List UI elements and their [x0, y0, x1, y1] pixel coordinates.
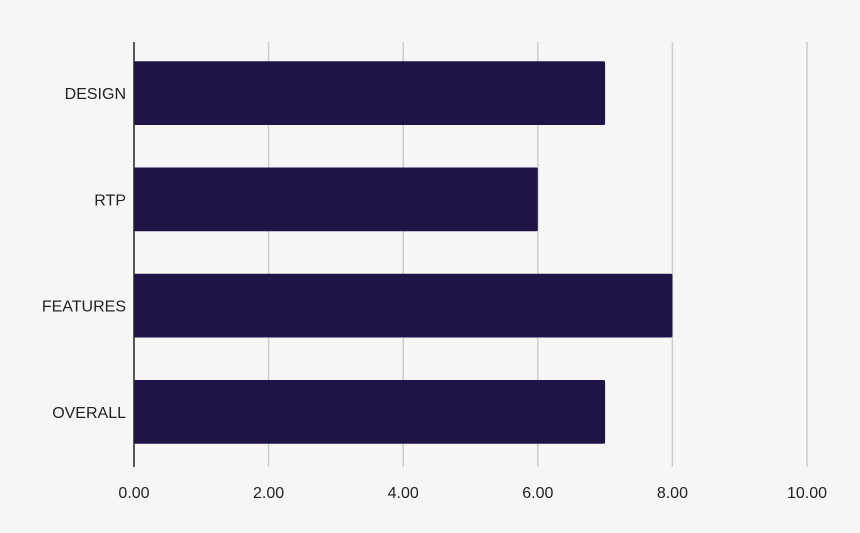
category-label: DESIGN: [65, 86, 126, 103]
x-tick-label: 0.00: [118, 485, 149, 502]
category-label: OVERALL: [52, 405, 126, 422]
labels: 0.00 2.00 4.00 6.00 8.00 10.00 DESIGN RTP FEATUR…: [42, 86, 827, 502]
x-tick-label: 10.00: [787, 485, 827, 502]
x-tick-label: 4.00: [388, 485, 419, 502]
category-label: FEATURES: [42, 299, 126, 316]
bar-rtp: [134, 167, 538, 232]
x-tick-label: 6.00: [522, 485, 553, 502]
bars: [134, 61, 673, 444]
x-tick-label: 8.00: [657, 485, 688, 502]
category-label: RTP: [94, 192, 126, 209]
bar-features: [134, 273, 673, 338]
x-tick-label: 2.00: [253, 485, 284, 502]
bar-design: [134, 61, 606, 125]
bar-overall: [134, 380, 606, 444]
